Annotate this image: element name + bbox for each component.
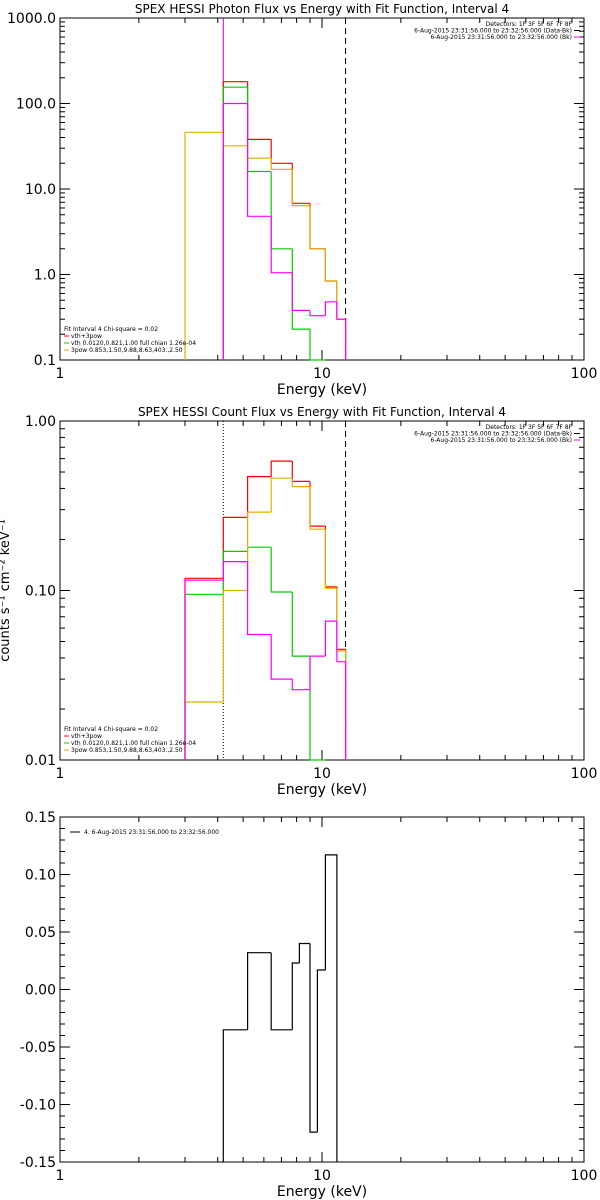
y-tick-label: -0.05 <box>20 1040 56 1056</box>
chart-title: SPEX HESSI Count Flux vs Energy with Fit… <box>138 405 506 419</box>
y-tick-label: 1.0 <box>34 268 56 284</box>
series-3pow-line <box>184 477 347 760</box>
plot-frame <box>59 17 585 361</box>
y-axis-label: counts s⁻¹ cm⁻² keV⁻¹ <box>0 519 13 662</box>
y-tick-label: -0.15 <box>20 1155 56 1171</box>
series-4-6-aug-2015-23-31-5-line <box>222 854 338 1162</box>
y-tick-label: 1000.0 <box>7 11 56 27</box>
fit-info-line: 3pow 0.853,1.50,9.88,8.63,403.,2.50 <box>71 747 183 754</box>
x-tick-label: 1 <box>56 366 65 382</box>
chart-panel-2: 1 10 100 0.01 0.10 1.00 SPEX HESSI Count Flux … <box>0 405 597 798</box>
series-vth-3pow-line <box>184 460 347 760</box>
x-tick-label: 1 <box>56 1168 65 1184</box>
plot-frame <box>59 420 585 761</box>
x-tick-label: 100 <box>571 366 598 382</box>
x-tick-label: 10 <box>313 1168 331 1184</box>
header-info-line: 6-Aug-2015 23:31:56.000 to 23:32:56.000 … <box>414 431 572 438</box>
fit-info-line: vth+3pow <box>71 333 102 340</box>
y-tick-label: -0.10 <box>20 1098 56 1114</box>
y-tick-label: 10.0 <box>25 182 56 198</box>
plot-frame <box>59 816 585 1163</box>
chart-panel-1: 1 10 100 0.1 1.0 10.0 100.0 1000.0 SPEX HESSI Ph… <box>7 2 597 398</box>
header-info-line: 6-Aug-2015 23:31:56.000 to 23:32:56.000 … <box>414 28 572 35</box>
legend-label: 4. 6-Aug-2015 23:31:56.000 to 23:32:56.0… <box>84 829 219 836</box>
x-tick-label: 100 <box>571 1168 598 1184</box>
series-bk-line <box>184 561 347 760</box>
x-axis-label: Energy (keV) <box>277 1184 367 1200</box>
chart-title: SPEX HESSI Photon Flux vs Energy with Fi… <box>135 2 509 16</box>
x-axis-label: Energy (keV) <box>277 382 367 398</box>
y-tick-label: 0.00 <box>25 983 56 999</box>
x-tick-label: 10 <box>313 766 331 782</box>
y-tick-label: 0.10 <box>25 868 56 884</box>
x-axis-label: Energy (keV) <box>277 782 367 798</box>
fit-info-line: vth 0.0120,0.821,1.00 full chian 1.26e-0… <box>71 740 196 747</box>
y-tick-label: 1.00 <box>25 414 56 430</box>
fit-info-line: Fit Interval 4 Chi-square = 0.02 <box>64 726 158 733</box>
y-tick-label: 100.0 <box>16 97 56 113</box>
fit-info-line: vth+3pow <box>71 733 102 740</box>
y-tick-label: 0.1 <box>34 353 56 369</box>
y-tick-label: 0.15 <box>25 810 56 826</box>
series-vth-line <box>184 546 326 761</box>
y-tick-label: 0.01 <box>25 753 56 769</box>
series-bk-line <box>222 102 347 360</box>
y-tick-label: 0.10 <box>25 584 56 600</box>
x-tick-label: 10 <box>313 366 331 382</box>
header-info-line: Detectors: 1F 3F 5F 6F 7F 8F <box>486 424 573 431</box>
fit-info-line: 3pow 0.853,1.50,9.88,8.63,403.,2.50 <box>71 347 183 354</box>
chart-panel-3: 1 10 100 -0.15 -0.10 -0.05 0.00 0.05 0.10 0.15 Ene… <box>20 810 598 1200</box>
header-info-line: 6-Aug-2015 23:31:56.000 to 23:32:56.000 … <box>430 34 572 41</box>
x-tick-label: 100 <box>571 766 598 782</box>
y-tick-label: 0.05 <box>25 925 56 941</box>
header-info-line: 6-Aug-2015 23:31:56.000 to 23:32:56.000 … <box>430 437 572 444</box>
fit-info-line: vth 0.0120,0.821,1.00 full chian 1.26e-0… <box>71 340 196 347</box>
fit-info-line: Fit Interval 4 Chi-square = 0.02 <box>64 326 158 333</box>
x-tick-label: 1 <box>56 766 65 782</box>
header-info-line: Detectors: 1F 3F 5F 6F 7F 8F <box>486 21 573 28</box>
series-3pow-line <box>184 131 347 360</box>
series-vth-3pow-line <box>222 81 347 360</box>
